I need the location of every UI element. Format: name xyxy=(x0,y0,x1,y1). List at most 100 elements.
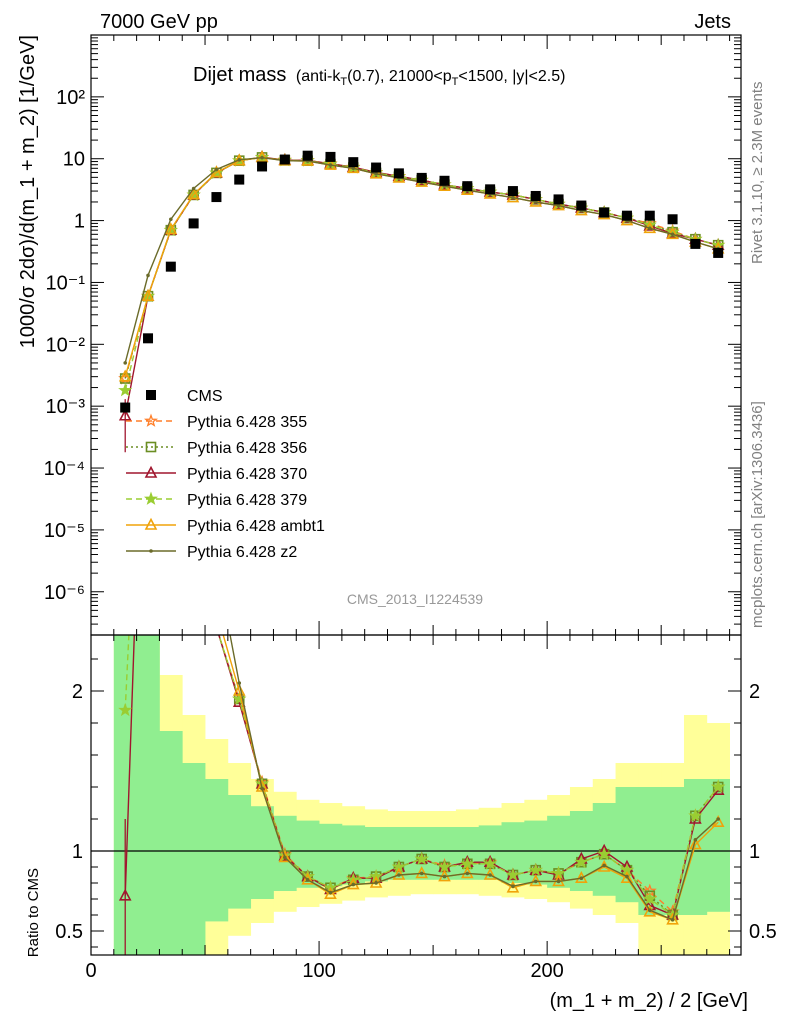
legend-entry-1-marker xyxy=(143,413,159,427)
x-tick-label: 200 xyxy=(530,960,563,982)
title-sub-t2: T xyxy=(452,76,459,88)
legend-entry-6-label: Pythia 6.428 z2 xyxy=(187,544,297,561)
ratio-series-3-point xyxy=(688,808,703,822)
y-tick-label: 10² xyxy=(56,87,85,109)
uncertainty-band-inner xyxy=(227,795,252,909)
series-5-point xyxy=(260,155,264,160)
legend-entry-2-label: Pythia 6.428 356 xyxy=(187,440,307,457)
cms-data-point xyxy=(416,172,427,183)
analysis-watermark: CMS_2013_I1224539 xyxy=(347,591,483,607)
series-5-point xyxy=(328,163,333,167)
series-4-line xyxy=(124,156,719,377)
ratio-series-4-point xyxy=(460,866,474,879)
ratio-series-5-point xyxy=(260,786,264,791)
cms-data-point xyxy=(120,402,131,413)
ratio-series-1-point xyxy=(166,383,175,392)
ratio-y-tick-label: 0.5 xyxy=(749,921,777,943)
uncertainty-band-inner xyxy=(136,635,160,955)
ratio-series-0-point xyxy=(143,238,153,248)
ratio-series-5-point xyxy=(419,871,424,876)
ratio-series-3-point xyxy=(460,856,475,870)
cms-data-point xyxy=(439,175,450,186)
series-5-point xyxy=(214,167,219,172)
cms-data-point xyxy=(211,192,222,203)
ratio-series-0-point xyxy=(166,382,177,392)
ratio-series-1-point xyxy=(212,623,221,632)
legend-entry-1-label: Pythia 6.428 355 xyxy=(187,414,307,431)
series-5-point xyxy=(533,200,538,204)
y-axis-title: 1000/σ 2dσ)/d(m_1 + m_2) [1/GeV] xyxy=(17,35,39,348)
legend-entry-3-marker xyxy=(144,465,158,478)
ratio-series-4-point xyxy=(529,874,543,887)
series-5-point xyxy=(146,273,150,278)
ratio-series-4-point xyxy=(620,870,634,884)
axes: 10⁻⁶ 10⁻⁵ 10⁻⁴ 10⁻³ 10⁻² 10⁻¹ 1 10 10² 0 100 200 0.5… xyxy=(44,35,777,982)
ratio-series-5-point xyxy=(647,908,652,912)
ratio-series-5-point xyxy=(351,882,356,887)
series-5-point xyxy=(169,217,173,222)
legend: CMS Pythia 6.428 355 Pythia 6.428 356 Pythi… xyxy=(126,388,325,561)
series-3-point xyxy=(118,382,133,397)
ratio-series-1-point xyxy=(144,239,153,248)
y-tick-label: 10⁻² xyxy=(46,334,86,356)
uncertainty-band-inner xyxy=(706,779,730,912)
ratio-series-4-point xyxy=(120,494,130,504)
main-axis-ticks: 10⁻⁶ 10⁻⁵ 10⁻⁴ 10⁻³ 10⁻² 10⁻¹ 1 10 10² 0 100 200 0.5… xyxy=(44,35,777,982)
ratio-series-5-point xyxy=(397,873,401,877)
ratio-series-5-point xyxy=(488,873,492,877)
ratio-y-tick-label: 0.5 xyxy=(55,921,83,943)
ratio-series-3-point xyxy=(528,862,543,877)
legend-entry-5-label: Pythia 6.428 ambt1 xyxy=(187,518,325,535)
ratio-series-0-point xyxy=(211,622,222,632)
series-5-point xyxy=(556,203,561,208)
ratio-series-5-point xyxy=(670,918,675,922)
y-tick-label: 10⁻¹ xyxy=(46,272,86,294)
cms-data-point xyxy=(302,150,313,161)
cms-data-point xyxy=(644,210,655,221)
y-tick-label: 10⁻³ xyxy=(46,396,86,418)
cms-data-point xyxy=(553,194,564,205)
ratio-series-5-point xyxy=(169,129,173,133)
title-detail: (anti-k xyxy=(296,68,341,85)
cms-data-point xyxy=(507,186,518,197)
series-4-point xyxy=(187,187,200,200)
ratio-series-5-point xyxy=(237,681,242,685)
title-detail2: (0.7), 21000<p xyxy=(347,68,452,85)
cms-data-point xyxy=(234,174,245,185)
legend-entry-5-marker xyxy=(144,517,158,530)
legend-entry-0-label: CMS xyxy=(187,388,223,405)
ratio-series-5-point xyxy=(123,177,127,181)
uncertainty-band-inner xyxy=(501,822,525,883)
ratio-series-3-line xyxy=(124,635,719,917)
legend-entry-3-label: Pythia 6.428 370 xyxy=(187,466,307,483)
ratio-y-axis-title: Ratio to CMS xyxy=(25,868,42,957)
ratio-y-tick-label: 2 xyxy=(749,681,760,703)
cms-data-point xyxy=(257,161,268,172)
cms-data-point xyxy=(713,247,724,258)
legend-entry-2-marker xyxy=(145,441,157,453)
ratio-series-5-point xyxy=(602,863,606,868)
cms-data-point xyxy=(165,261,176,272)
ratio-series-3-point xyxy=(574,854,589,869)
ratio-series-5-point xyxy=(465,871,470,876)
mcplots-source-label: mcplots.cern.ch [arXiv:1306.3436] xyxy=(749,401,766,628)
cms-data-point xyxy=(576,200,587,211)
cms-data-point xyxy=(325,151,336,162)
cms-data-point xyxy=(188,218,199,229)
ratio-series-5-point xyxy=(328,890,333,895)
uncertainty-band-inner xyxy=(478,825,502,880)
ratio-y-tick-label: 1 xyxy=(72,841,83,863)
ratio-series-5-point xyxy=(693,838,698,842)
series-5-point xyxy=(191,186,196,191)
ratio-series-4-point xyxy=(211,606,221,616)
y-tick-label: 10⁻⁴ xyxy=(44,458,85,480)
ratio-series-4-point xyxy=(278,850,292,863)
ratio-series-4-point xyxy=(166,366,176,376)
ratio-plot-area xyxy=(91,129,741,955)
cms-data-point xyxy=(143,333,154,344)
uncertainty-band-inner xyxy=(319,823,343,887)
uncertainty-band-inner xyxy=(387,827,411,880)
ratio-series-3-point xyxy=(414,851,429,865)
ratio-series-4-point xyxy=(301,872,314,885)
